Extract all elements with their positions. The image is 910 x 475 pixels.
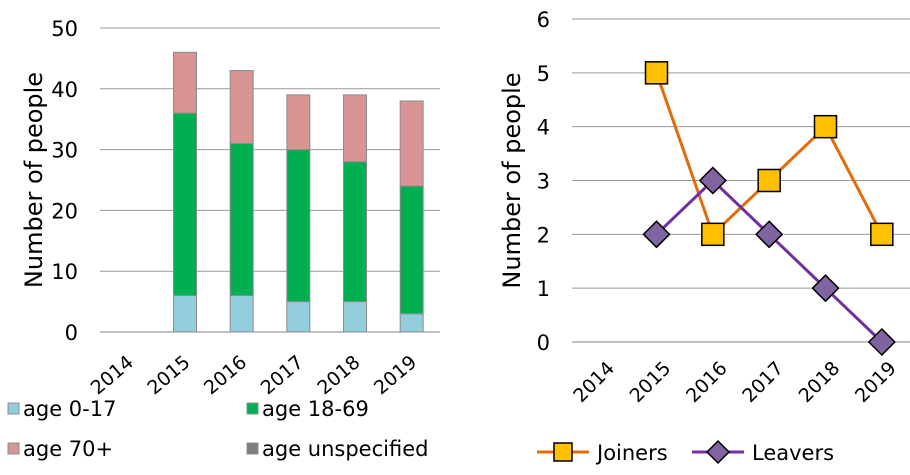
right-y-tick-label: 6 <box>537 8 550 32</box>
left-y-tick-label: 0 <box>65 321 78 345</box>
left-x-tick-label: 2015 <box>143 351 194 399</box>
legend-label: age 0-17 <box>23 397 116 421</box>
bar-segment-age-18-69 <box>229 143 254 297</box>
bar-segment-age-70- <box>399 100 424 187</box>
right-x-tick-label: 2019 <box>851 357 901 407</box>
point-joiners <box>644 61 669 85</box>
point-joiners <box>757 168 781 193</box>
bar-segment-age-18-69 <box>399 185 424 315</box>
bar-segment-age-70- <box>286 94 311 151</box>
legend-swatch-age-70- <box>7 442 20 455</box>
left-y-axis-title: Number of people <box>20 72 48 288</box>
legend-swatch-age-0-17 <box>7 402 20 415</box>
right-y-tick-label: 4 <box>537 116 550 140</box>
bar-segment-age-0-17 <box>229 295 254 333</box>
left-x-tick-label: 2018 <box>313 351 364 399</box>
right-y-tick-label: 1 <box>537 277 550 301</box>
legend-label: age unspecified <box>262 437 428 461</box>
bar-segment-age-0-17 <box>399 313 424 333</box>
right-gridlines <box>572 18 910 343</box>
bar-segment-age-18-69 <box>173 112 197 297</box>
point-joiners <box>701 222 725 247</box>
series-line-joiners <box>655 72 884 238</box>
left-y-tick-label: 10 <box>51 260 78 284</box>
bar-segment-age-70- <box>173 51 197 114</box>
bar-segment-age-70- <box>343 94 367 163</box>
bar-segment-age-0-17 <box>286 301 311 333</box>
left-y-tick-label: 40 <box>51 78 78 102</box>
bar-segment-age-18-69 <box>286 149 311 303</box>
bar-segment-age-0-17 <box>343 301 367 333</box>
right-y-tick-label: 5 <box>537 62 550 86</box>
legend-label: age 18-69 <box>262 397 369 421</box>
left-gridlines <box>100 27 440 333</box>
point-leavers <box>642 220 671 249</box>
right-x-tick-label: 2014 <box>569 357 619 407</box>
bar-segment-age-70- <box>229 70 254 145</box>
right-y-tick-label: 0 <box>537 331 550 355</box>
point-leavers <box>811 274 840 303</box>
point-leavers <box>867 327 896 357</box>
legend-swatch-age-unspecified <box>246 442 259 455</box>
right-y-axis-title: Number of people <box>498 72 526 288</box>
right-y-tick-label: 3 <box>537 170 550 194</box>
legend-label: age 70+ <box>23 437 113 461</box>
series-line-leavers <box>655 178 883 344</box>
left-y-tick-label: 50 <box>51 17 78 41</box>
right-x-tick-label: 2016 <box>682 357 732 407</box>
legend-swatch-age-18-69 <box>246 402 259 415</box>
left-y-tick-label: 20 <box>51 199 78 223</box>
bar-segment-age-0-17 <box>173 295 197 333</box>
left-x-tick-label: 2014 <box>87 351 138 399</box>
right-x-tick-label: 2015 <box>626 357 676 407</box>
left-x-tick-label: 2016 <box>200 351 251 399</box>
legend-marker-joiners <box>553 442 573 462</box>
left-y-tick-label: 30 <box>51 139 78 163</box>
legend-marker-leavers <box>705 439 731 465</box>
left-x-tick-label: 2019 <box>370 351 421 399</box>
point-joiners <box>870 222 894 247</box>
right-x-tick-label: 2017 <box>738 357 788 407</box>
point-leavers <box>698 166 727 195</box>
legend-label: Joiners <box>595 441 668 465</box>
point-leavers <box>755 220 784 249</box>
right-x-tick-label: 2018 <box>795 357 845 407</box>
left-x-tick-label: 2017 <box>257 351 308 399</box>
legend-label: Leavers <box>752 441 834 465</box>
bar-segment-age-18-69 <box>343 161 367 303</box>
point-joiners <box>813 114 838 139</box>
right-y-tick-label: 2 <box>537 223 550 247</box>
